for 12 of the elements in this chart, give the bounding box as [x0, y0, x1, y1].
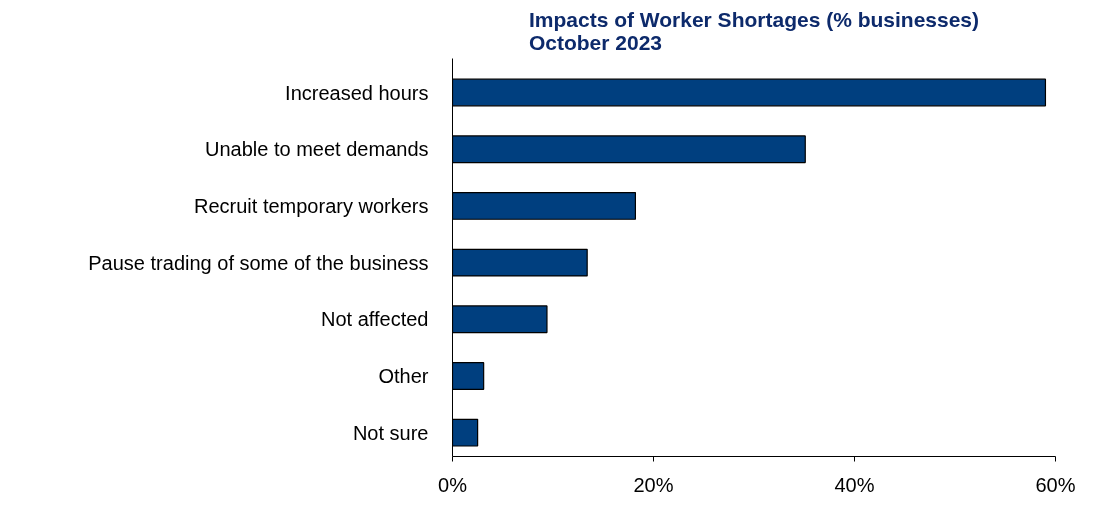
x-tick-label: 40%	[834, 473, 875, 496]
x-tick-label: 0%	[438, 473, 468, 496]
y-tick-label: Recruit temporary workers	[194, 194, 429, 217]
y-tick-label: Not sure	[352, 421, 429, 444]
chart-title: Impacts of Worker Shortages (% businesses) October 2023	[528, 7, 980, 54]
x-tick-label: 60%	[1035, 473, 1076, 496]
y-tick-label: Other	[378, 364, 429, 387]
y-tick-label: Unable to meet demands	[205, 138, 429, 161]
y-tick-label: Not affected	[321, 308, 429, 331]
y-tick-label: Pause trading of some of the business	[88, 251, 429, 274]
y-tick-label: Increased hours	[285, 81, 429, 104]
x-tick-label: 20%	[633, 473, 674, 496]
